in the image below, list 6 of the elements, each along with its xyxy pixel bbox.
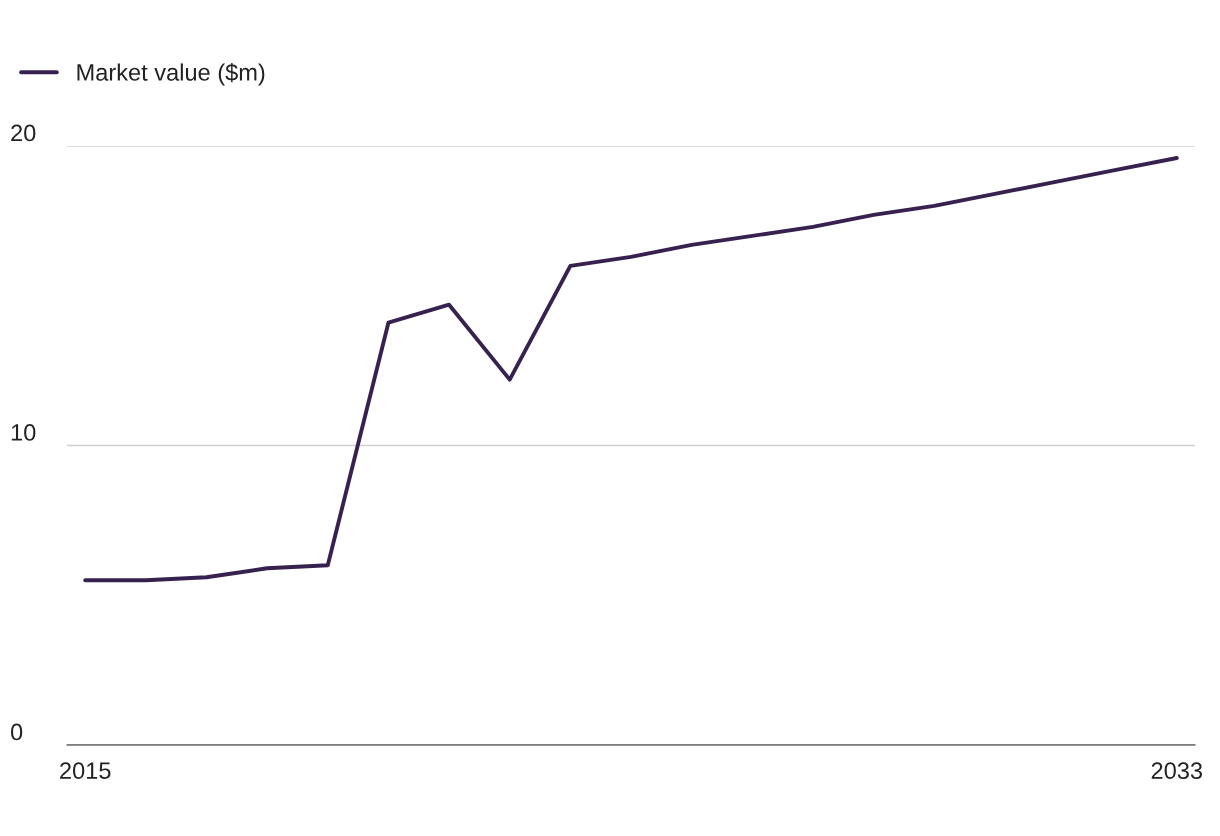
y-tick-label: 10 — [11, 424, 36, 441]
y-tick-label: 0 — [10, 723, 23, 741]
legend-label: Market value ($m) — [77, 63, 265, 86]
y-tick-label: 20 — [11, 124, 36, 142]
x-tick-label: 2033 — [1151, 762, 1203, 780]
x-tick-label: 2015 — [60, 762, 111, 780]
